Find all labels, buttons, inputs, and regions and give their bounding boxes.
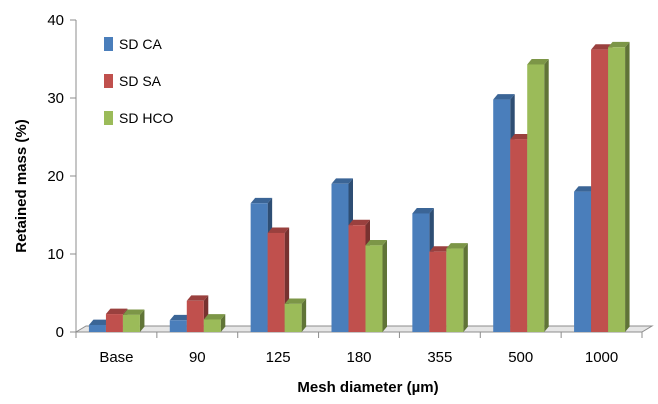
bar-front xyxy=(591,49,609,332)
bar-sd-hco-180 xyxy=(365,240,387,332)
bar-front xyxy=(105,314,123,332)
x-tick-label: Base xyxy=(99,349,133,366)
bar-top xyxy=(284,298,307,304)
bar-sd-hco-base xyxy=(122,309,145,332)
bar-side xyxy=(382,240,387,332)
y-axis: 0 10 20 30 40 xyxy=(47,12,77,341)
x-tick-label: 500 xyxy=(508,349,533,366)
bar-side xyxy=(625,41,630,333)
y-tick-label: 30 xyxy=(47,90,64,107)
bar-front xyxy=(608,47,626,333)
bar-front xyxy=(348,225,366,332)
bar-top xyxy=(591,44,613,50)
bar-front xyxy=(365,245,383,332)
bar-front xyxy=(169,320,187,332)
bar-sd-hco-125 xyxy=(284,298,307,332)
bar-top xyxy=(608,41,630,48)
legend-swatch xyxy=(104,111,113,125)
legend-label: SD SA xyxy=(119,73,162,89)
bar-sd-hco-500 xyxy=(527,59,549,333)
bar-top xyxy=(574,186,596,192)
y-tick-label: 0 xyxy=(56,324,64,341)
bar-front xyxy=(412,213,430,332)
bar-front xyxy=(267,232,285,332)
legend: SD CA SD SA SD HCO xyxy=(104,36,174,126)
legend-swatch xyxy=(104,74,113,88)
x-tick-label: 355 xyxy=(427,349,452,366)
bar-sd-hco-90 xyxy=(203,314,226,332)
x-tick-label: 125 xyxy=(266,349,291,366)
bar-sd-hco-355 xyxy=(446,243,468,332)
x-axis-title: Mesh diameter (µm) xyxy=(297,379,438,396)
bar-front xyxy=(284,303,302,332)
bar-top xyxy=(203,314,226,320)
bar-top xyxy=(267,227,290,233)
bar-side xyxy=(220,314,226,332)
bar-top xyxy=(493,94,515,100)
x-tick-label: 90 xyxy=(189,349,206,366)
bar-top xyxy=(186,295,209,301)
bar-top xyxy=(527,59,549,65)
bar-front xyxy=(186,300,204,332)
y-tick-label: 20 xyxy=(47,168,64,185)
bar-top xyxy=(365,240,387,246)
legend-label: SD CA xyxy=(119,36,162,52)
bar-top xyxy=(348,219,370,226)
bar-top xyxy=(446,243,468,249)
legend-swatch xyxy=(104,37,113,51)
bar-front xyxy=(429,251,447,332)
bar-top xyxy=(169,314,192,321)
bar-side xyxy=(463,243,468,332)
bar-top xyxy=(122,309,145,315)
bar-front xyxy=(331,183,349,332)
bar-top xyxy=(331,178,353,184)
bar-top xyxy=(88,319,111,325)
bars-group xyxy=(88,41,630,333)
bar-front xyxy=(493,99,511,332)
legend-label: SD HCO xyxy=(119,110,174,126)
bar-front xyxy=(250,203,268,332)
bar-side xyxy=(544,59,549,333)
bar-top xyxy=(429,246,451,252)
bar-front xyxy=(574,191,592,332)
bar-side xyxy=(139,309,145,332)
bar-sd-hco-1000 xyxy=(608,41,630,333)
bar-front xyxy=(203,319,221,332)
bar-front xyxy=(527,64,545,333)
y-tick-label: 10 xyxy=(47,246,64,263)
bar-front xyxy=(510,139,528,332)
bar-side xyxy=(301,298,307,332)
bar-front xyxy=(88,324,106,332)
bar-front xyxy=(446,248,464,332)
bar-top xyxy=(412,208,434,214)
y-tick-label: 40 xyxy=(47,12,64,29)
x-axis-tick-labels: Base 90 125 180 355 500 1000 xyxy=(75,332,643,366)
y-axis-title: Retained mass (%) xyxy=(13,119,30,252)
bar-top xyxy=(510,133,532,140)
bar-front xyxy=(122,314,140,332)
x-tick-label: 180 xyxy=(346,349,371,366)
bar-top xyxy=(250,197,273,204)
bar-top xyxy=(105,308,128,315)
x-tick-label: 1000 xyxy=(585,349,618,366)
